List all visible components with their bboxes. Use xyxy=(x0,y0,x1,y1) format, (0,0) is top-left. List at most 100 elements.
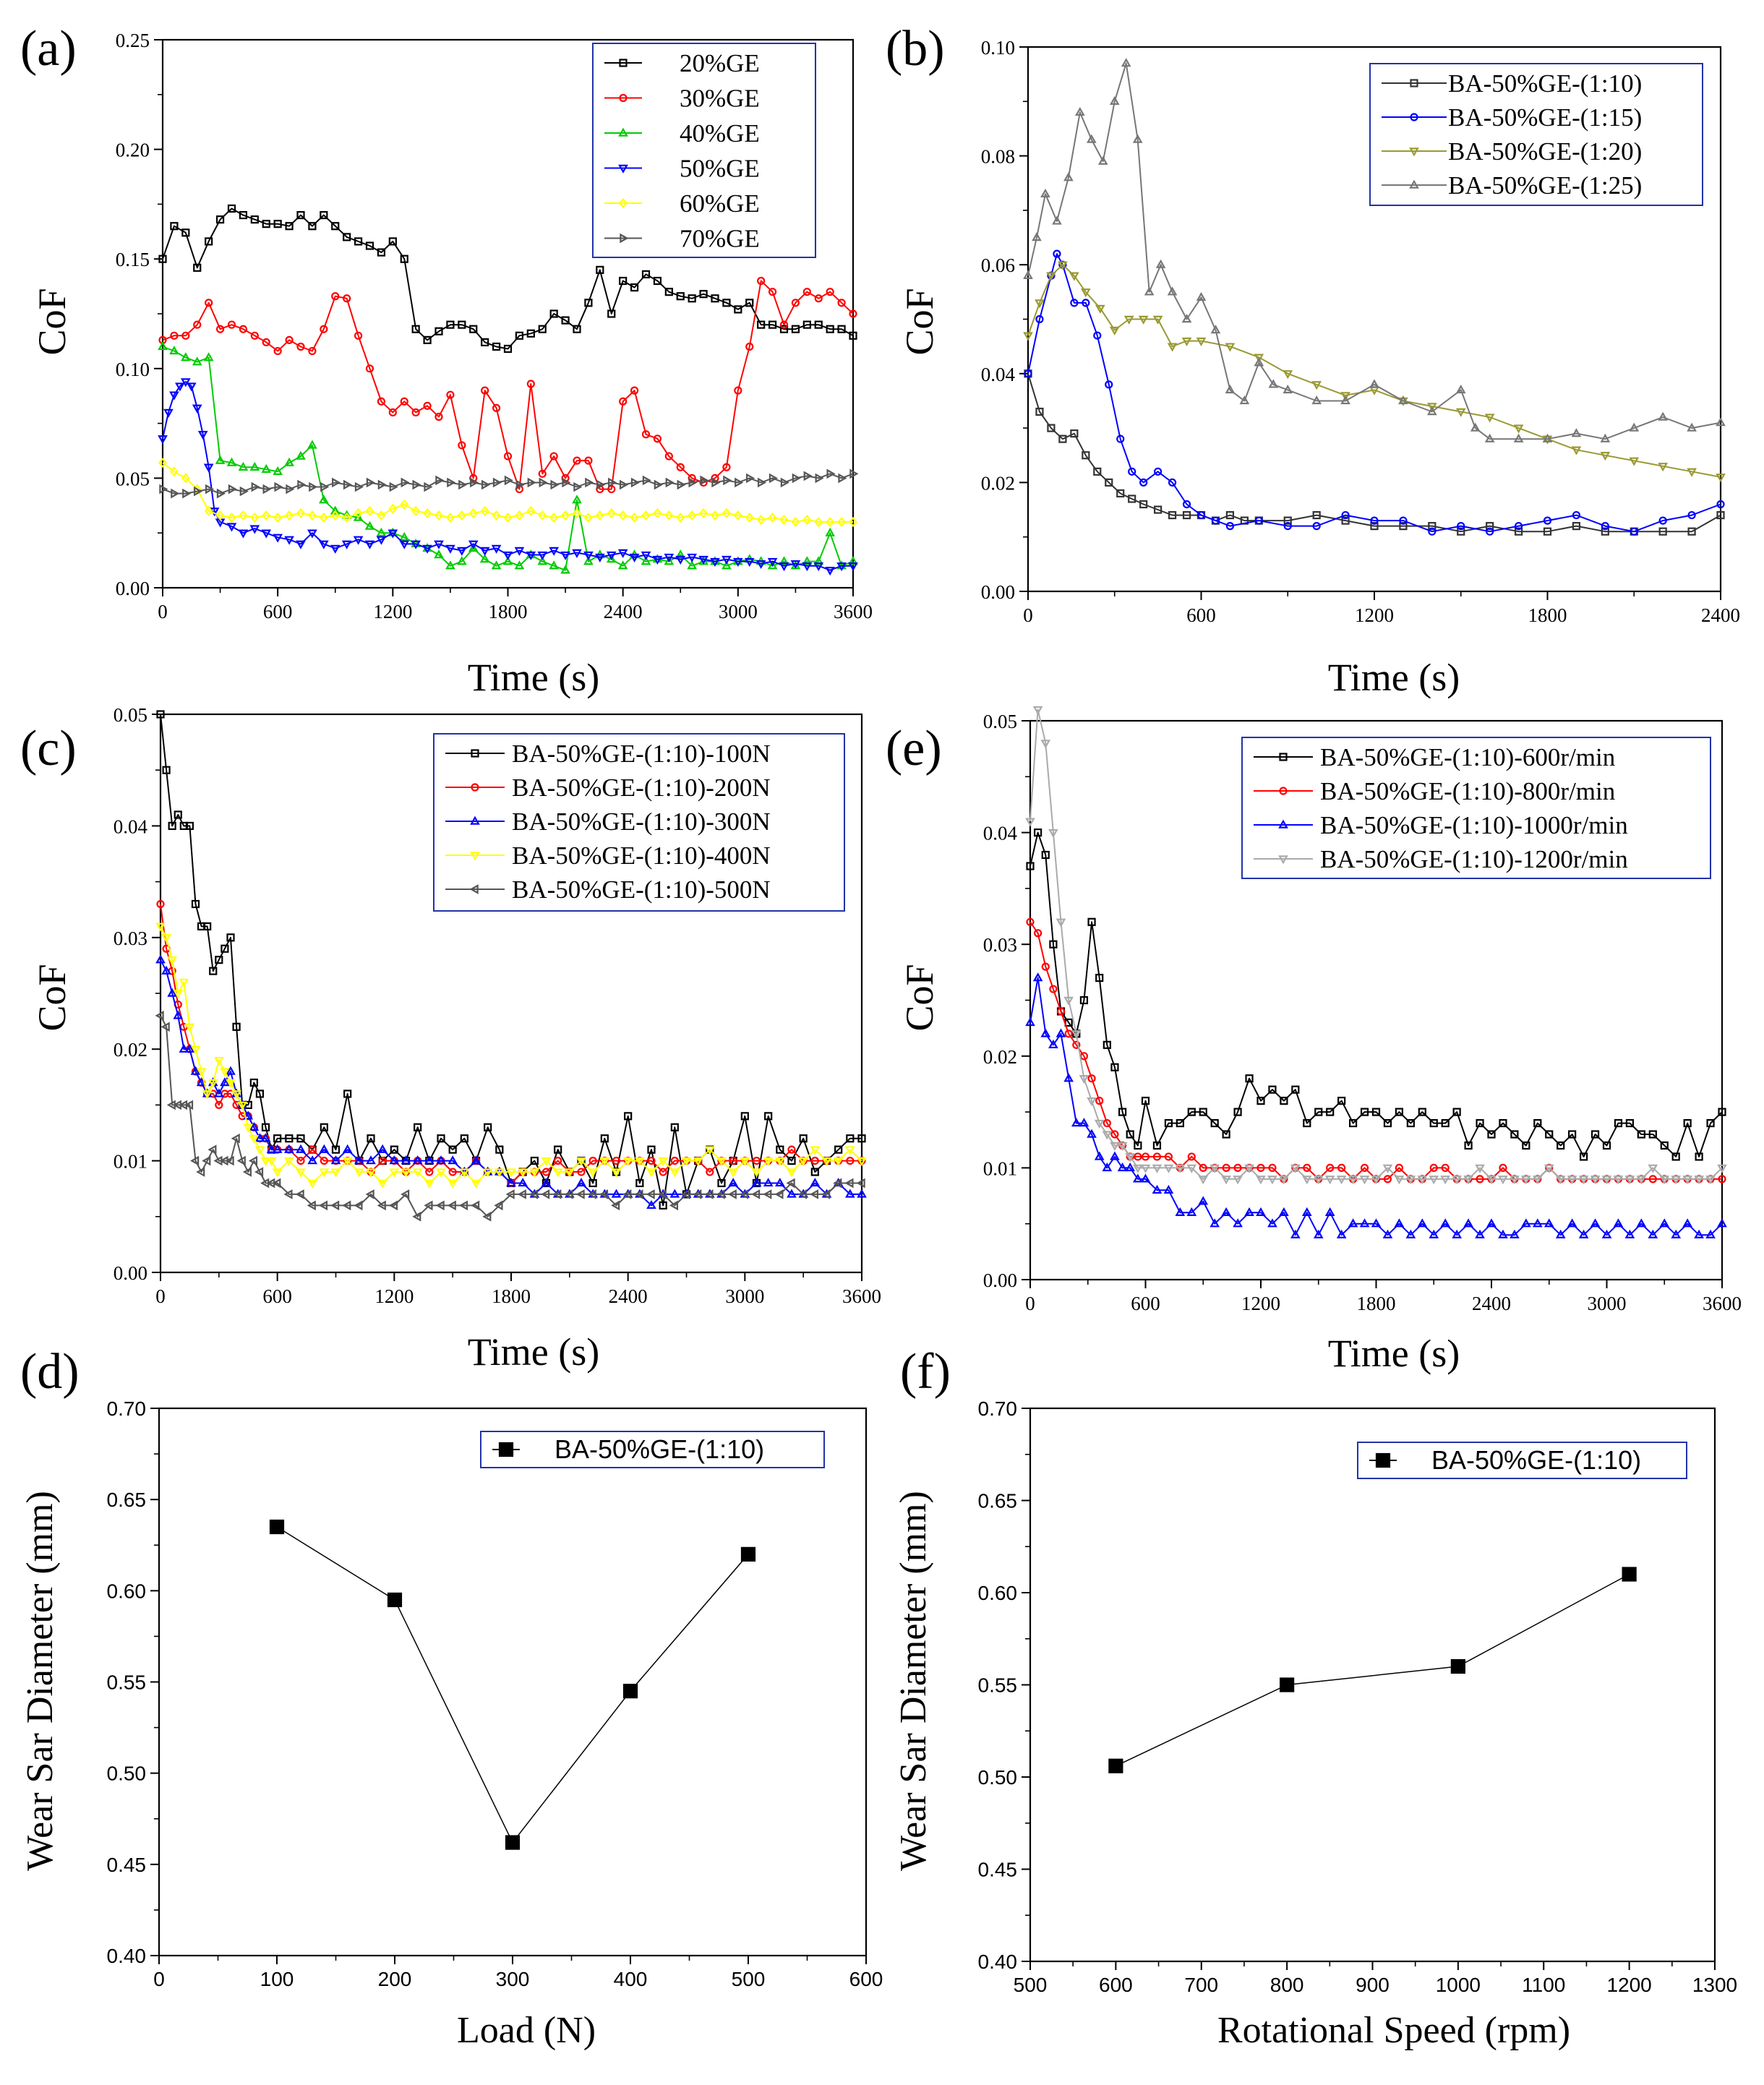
data-point xyxy=(213,1088,224,1097)
data-point xyxy=(481,479,491,490)
data-point xyxy=(227,512,236,523)
data-point xyxy=(1032,972,1043,982)
data-point xyxy=(468,540,479,549)
data-point xyxy=(1405,1176,1416,1185)
data-point xyxy=(606,554,617,563)
data-point xyxy=(319,1168,330,1178)
data-point xyxy=(1168,510,1177,520)
data-point xyxy=(687,553,698,562)
legend-marker xyxy=(470,815,480,825)
x-tick-label: 0 xyxy=(153,1968,165,1990)
data-point xyxy=(1716,417,1726,427)
data-point xyxy=(318,540,329,549)
data-point xyxy=(1694,1229,1704,1238)
data-point xyxy=(1126,1130,1134,1139)
data-point xyxy=(1718,1175,1726,1183)
data-point xyxy=(190,1045,201,1055)
data-point xyxy=(810,1156,819,1165)
x-tick-label: 3000 xyxy=(725,1285,764,1307)
data-point xyxy=(1463,1218,1473,1228)
y-tick-label: 0.04 xyxy=(114,815,148,837)
data-point xyxy=(254,1167,264,1177)
data-point xyxy=(196,1077,207,1087)
data-point xyxy=(1498,1229,1508,1238)
data-point xyxy=(1450,1658,1465,1674)
data-point xyxy=(1513,424,1524,434)
data-point xyxy=(768,288,777,296)
data-point xyxy=(813,556,824,565)
data-point xyxy=(332,477,341,488)
data-point xyxy=(774,1189,784,1199)
data-point xyxy=(791,299,800,307)
data-point xyxy=(226,457,237,466)
data-point xyxy=(704,1146,715,1155)
data-point xyxy=(641,551,651,560)
y-tick-label: 0.60 xyxy=(107,1580,147,1602)
data-point xyxy=(179,978,189,988)
legend-label: BA-50%GE-(1:10)-300N xyxy=(512,808,771,836)
data-point xyxy=(1336,1176,1347,1185)
data-point xyxy=(1141,1152,1150,1161)
data-point xyxy=(583,512,593,523)
data-point xyxy=(1094,1119,1105,1129)
data-point xyxy=(577,1168,586,1176)
data-point xyxy=(722,463,731,471)
y-tick-label: 0.55 xyxy=(107,1671,147,1694)
data-point xyxy=(169,391,179,401)
data-point xyxy=(815,473,824,484)
data-point xyxy=(1340,395,1350,405)
data-point xyxy=(1186,1164,1197,1173)
data-point xyxy=(526,551,536,560)
data-point xyxy=(1542,433,1553,442)
data-point xyxy=(1567,1218,1577,1228)
data-point xyxy=(1341,510,1350,520)
data-point xyxy=(1133,1164,1143,1173)
legend-box xyxy=(1357,1442,1687,1479)
data-point xyxy=(1630,527,1638,536)
legend-label: 40%GE xyxy=(680,119,760,147)
data-point xyxy=(1337,1163,1346,1173)
data-point xyxy=(1578,1229,1589,1238)
data-point xyxy=(285,222,294,231)
data-point xyxy=(1394,1176,1405,1185)
data-point xyxy=(1428,527,1437,536)
legend-label: BA-50%GE-(1:10)-400N xyxy=(512,842,771,870)
data-point xyxy=(412,1155,423,1165)
data-point xyxy=(1116,489,1125,498)
data-point xyxy=(365,364,374,373)
series-3 xyxy=(1025,706,1727,1185)
data-point xyxy=(481,338,489,347)
data-point xyxy=(1399,522,1408,531)
data-point xyxy=(1026,917,1035,926)
data-point xyxy=(1283,384,1293,394)
data-point xyxy=(190,1155,200,1166)
data-point xyxy=(1590,1218,1601,1228)
x-tick-label: 300 xyxy=(496,1968,530,1990)
data-point xyxy=(479,547,490,556)
data-point xyxy=(216,488,226,499)
data-point xyxy=(607,484,616,494)
data-point xyxy=(1660,1141,1669,1150)
data-point xyxy=(193,263,202,272)
data-point xyxy=(541,1189,550,1199)
data-point xyxy=(1035,407,1044,416)
data-point xyxy=(1395,1108,1404,1116)
data-point xyxy=(502,556,513,565)
data-point xyxy=(1291,1085,1300,1094)
data-point xyxy=(1198,1196,1209,1205)
data-point xyxy=(1486,527,1494,536)
data-point xyxy=(250,331,259,340)
data-point xyxy=(354,508,363,519)
data-point xyxy=(196,1068,207,1077)
legend: BA-50%GE-(1:10)-100N BA-50%GE-(1:10)-200N… xyxy=(433,733,845,912)
data-point xyxy=(1225,384,1236,394)
data-point xyxy=(1134,1141,1142,1150)
data-point xyxy=(756,514,766,526)
y-axis-title: Wear Sar Diameter (mm) xyxy=(893,1491,934,1871)
panel-d: (d) 0 100 200 300 400 500 600 0.40 0.45 0.50 0.55 0.… xyxy=(20,1344,883,2051)
y-tick-label: 0.01 xyxy=(983,1157,1017,1179)
data-point xyxy=(262,484,272,495)
data-point xyxy=(564,1168,575,1178)
data-point xyxy=(1267,1218,1277,1228)
data-point xyxy=(802,556,813,565)
